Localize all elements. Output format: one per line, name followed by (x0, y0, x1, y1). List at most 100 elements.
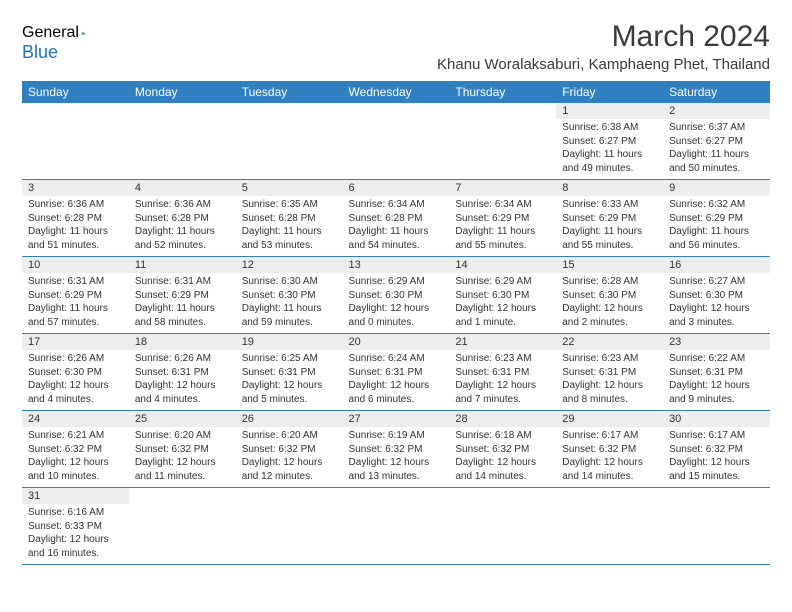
day-details: Sunrise: 6:34 AMSunset: 6:29 PMDaylight:… (449, 196, 556, 256)
day-details: Sunrise: 6:31 AMSunset: 6:29 PMDaylight:… (129, 273, 236, 333)
day-number: 29 (556, 411, 663, 427)
day-number: 31 (22, 488, 129, 504)
calendar-cell: 2Sunrise: 6:37 AMSunset: 6:27 PMDaylight… (663, 103, 770, 180)
weekday-header: Wednesday (343, 81, 450, 103)
calendar-cell: 31Sunrise: 6:16 AMSunset: 6:33 PMDayligh… (22, 488, 129, 565)
day-number: 7 (449, 180, 556, 196)
day-number: 5 (236, 180, 343, 196)
calendar-cell (129, 488, 236, 565)
calendar-cell: 25Sunrise: 6:20 AMSunset: 6:32 PMDayligh… (129, 411, 236, 488)
calendar-cell: 22Sunrise: 6:23 AMSunset: 6:31 PMDayligh… (556, 334, 663, 411)
day-details: Sunrise: 6:35 AMSunset: 6:28 PMDaylight:… (236, 196, 343, 256)
day-details: Sunrise: 6:29 AMSunset: 6:30 PMDaylight:… (343, 273, 450, 333)
day-number: 14 (449, 257, 556, 273)
calendar-cell: 6Sunrise: 6:34 AMSunset: 6:28 PMDaylight… (343, 180, 450, 257)
day-number: 25 (129, 411, 236, 427)
day-number: 6 (343, 180, 450, 196)
day-details: Sunrise: 6:19 AMSunset: 6:32 PMDaylight:… (343, 427, 450, 487)
day-number: 18 (129, 334, 236, 350)
day-details: Sunrise: 6:16 AMSunset: 6:33 PMDaylight:… (22, 504, 129, 564)
calendar-cell (129, 103, 236, 180)
day-number: 9 (663, 180, 770, 196)
logo: General (22, 24, 105, 42)
calendar-cell: 21Sunrise: 6:23 AMSunset: 6:31 PMDayligh… (449, 334, 556, 411)
calendar-cell: 15Sunrise: 6:28 AMSunset: 6:30 PMDayligh… (556, 257, 663, 334)
calendar-cell: 18Sunrise: 6:26 AMSunset: 6:31 PMDayligh… (129, 334, 236, 411)
day-number: 8 (556, 180, 663, 196)
day-details: Sunrise: 6:23 AMSunset: 6:31 PMDaylight:… (449, 350, 556, 410)
calendar-cell (343, 103, 450, 180)
day-number: 27 (343, 411, 450, 427)
calendar-table: SundayMondayTuesdayWednesdayThursdayFrid… (22, 81, 770, 565)
calendar-cell: 24Sunrise: 6:21 AMSunset: 6:32 PMDayligh… (22, 411, 129, 488)
day-details: Sunrise: 6:25 AMSunset: 6:31 PMDaylight:… (236, 350, 343, 410)
location-text: Khanu Woralaksaburi, Kamphaeng Phet, Tha… (22, 56, 770, 73)
day-number: 4 (129, 180, 236, 196)
day-details: Sunrise: 6:31 AMSunset: 6:29 PMDaylight:… (22, 273, 129, 333)
logo-text-blue: Blue (22, 42, 58, 62)
day-details: Sunrise: 6:18 AMSunset: 6:32 PMDaylight:… (449, 427, 556, 487)
weekday-header: Thursday (449, 81, 556, 103)
day-details: Sunrise: 6:33 AMSunset: 6:29 PMDaylight:… (556, 196, 663, 256)
day-details: Sunrise: 6:32 AMSunset: 6:29 PMDaylight:… (663, 196, 770, 256)
day-number: 12 (236, 257, 343, 273)
day-details: Sunrise: 6:28 AMSunset: 6:30 PMDaylight:… (556, 273, 663, 333)
day-details: Sunrise: 6:22 AMSunset: 6:31 PMDaylight:… (663, 350, 770, 410)
calendar-cell (22, 103, 129, 180)
calendar-cell: 9Sunrise: 6:32 AMSunset: 6:29 PMDaylight… (663, 180, 770, 257)
day-details: Sunrise: 6:29 AMSunset: 6:30 PMDaylight:… (449, 273, 556, 333)
day-number: 28 (449, 411, 556, 427)
calendar-cell (663, 488, 770, 565)
logo-sail-icon (81, 24, 86, 42)
day-details: Sunrise: 6:17 AMSunset: 6:32 PMDaylight:… (556, 427, 663, 487)
logo-text-general: General (22, 24, 79, 42)
calendar-cell: 13Sunrise: 6:29 AMSunset: 6:30 PMDayligh… (343, 257, 450, 334)
day-details: Sunrise: 6:36 AMSunset: 6:28 PMDaylight:… (129, 196, 236, 256)
calendar-cell: 28Sunrise: 6:18 AMSunset: 6:32 PMDayligh… (449, 411, 556, 488)
day-number: 10 (22, 257, 129, 273)
weekday-header: Saturday (663, 81, 770, 103)
day-number: 15 (556, 257, 663, 273)
day-number: 21 (449, 334, 556, 350)
day-number: 30 (663, 411, 770, 427)
day-number: 23 (663, 334, 770, 350)
calendar-cell (449, 103, 556, 180)
calendar-cell: 14Sunrise: 6:29 AMSunset: 6:30 PMDayligh… (449, 257, 556, 334)
calendar-cell: 29Sunrise: 6:17 AMSunset: 6:32 PMDayligh… (556, 411, 663, 488)
weekday-header: Monday (129, 81, 236, 103)
day-details: Sunrise: 6:37 AMSunset: 6:27 PMDaylight:… (663, 119, 770, 179)
day-number: 22 (556, 334, 663, 350)
day-number: 26 (236, 411, 343, 427)
calendar-cell: 23Sunrise: 6:22 AMSunset: 6:31 PMDayligh… (663, 334, 770, 411)
calendar-cell: 12Sunrise: 6:30 AMSunset: 6:30 PMDayligh… (236, 257, 343, 334)
page-title: March 2024 (612, 20, 770, 54)
calendar-cell: 27Sunrise: 6:19 AMSunset: 6:32 PMDayligh… (343, 411, 450, 488)
calendar-cell: 7Sunrise: 6:34 AMSunset: 6:29 PMDaylight… (449, 180, 556, 257)
calendar-cell: 20Sunrise: 6:24 AMSunset: 6:31 PMDayligh… (343, 334, 450, 411)
weekday-header: Friday (556, 81, 663, 103)
day-details: Sunrise: 6:20 AMSunset: 6:32 PMDaylight:… (129, 427, 236, 487)
calendar-cell: 26Sunrise: 6:20 AMSunset: 6:32 PMDayligh… (236, 411, 343, 488)
calendar-cell: 11Sunrise: 6:31 AMSunset: 6:29 PMDayligh… (129, 257, 236, 334)
calendar-cell (236, 103, 343, 180)
calendar-cell: 17Sunrise: 6:26 AMSunset: 6:30 PMDayligh… (22, 334, 129, 411)
day-number: 20 (343, 334, 450, 350)
calendar-cell (236, 488, 343, 565)
day-number: 2 (663, 103, 770, 119)
calendar-cell (343, 488, 450, 565)
weekday-header: Tuesday (236, 81, 343, 103)
calendar-cell: 10Sunrise: 6:31 AMSunset: 6:29 PMDayligh… (22, 257, 129, 334)
calendar-cell: 30Sunrise: 6:17 AMSunset: 6:32 PMDayligh… (663, 411, 770, 488)
day-number: 19 (236, 334, 343, 350)
day-number: 24 (22, 411, 129, 427)
calendar-cell: 8Sunrise: 6:33 AMSunset: 6:29 PMDaylight… (556, 180, 663, 257)
calendar-cell (449, 488, 556, 565)
calendar-cell: 4Sunrise: 6:36 AMSunset: 6:28 PMDaylight… (129, 180, 236, 257)
day-number: 17 (22, 334, 129, 350)
day-number: 1 (556, 103, 663, 119)
calendar-cell: 1Sunrise: 6:38 AMSunset: 6:27 PMDaylight… (556, 103, 663, 180)
day-details: Sunrise: 6:38 AMSunset: 6:27 PMDaylight:… (556, 119, 663, 179)
calendar-cell: 3Sunrise: 6:36 AMSunset: 6:28 PMDaylight… (22, 180, 129, 257)
day-number: 13 (343, 257, 450, 273)
day-details: Sunrise: 6:23 AMSunset: 6:31 PMDaylight:… (556, 350, 663, 410)
